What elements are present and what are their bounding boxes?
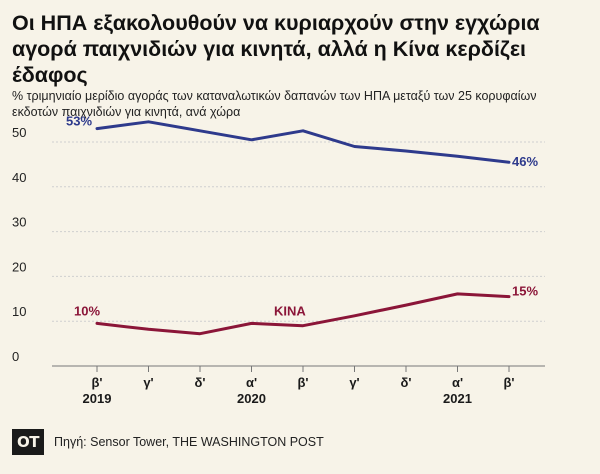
x-tick-label: δ': [195, 375, 206, 390]
y-tick-label: 40: [12, 170, 26, 185]
y-tick-label: 30: [12, 215, 26, 230]
chart-title: Οι ΗΠΑ εξακολουθούν να κυριαρχούν στην ε…: [12, 11, 540, 87]
series-line: [95, 120, 511, 164]
x-year-label: 2019: [83, 391, 112, 406]
series-start-label: 10%: [74, 303, 100, 318]
y-tick-label: 0: [12, 349, 19, 364]
series-line: [95, 292, 511, 336]
series-start-label: 53%: [66, 114, 92, 129]
x-year-label: 2021: [443, 391, 472, 406]
footer: OT Πηγή: Sensor Tower, THE WASHINGTON PO…: [12, 428, 324, 456]
x-tick-label: β': [297, 375, 308, 390]
series-end-label: 15%: [512, 284, 538, 299]
x-tick-label: δ': [401, 375, 412, 390]
y-tick-label: 20: [12, 259, 26, 274]
x-tick-label: α': [452, 375, 463, 390]
x-tick-label: γ': [349, 375, 359, 390]
x-tick-label: β': [503, 375, 514, 390]
source-note: Πηγή: Sensor Tower, THE WASHINGTON POST: [54, 435, 324, 449]
chart-subtitle: % τριμηνιαίο μερίδιο αγοράς των καταναλω…: [12, 89, 537, 119]
series-name-label: ΚΙΝΑ: [274, 303, 306, 318]
x-tick-label: α': [246, 375, 257, 390]
y-tick-label: 10: [12, 304, 26, 319]
x-tick-label: γ': [143, 375, 153, 390]
x-tick-label: β': [91, 375, 102, 390]
x-year-label: 2020: [237, 391, 266, 406]
series-end-label: 46%: [512, 154, 538, 169]
brand-logo: OT: [12, 429, 44, 455]
y-tick-label: 50: [12, 125, 26, 140]
